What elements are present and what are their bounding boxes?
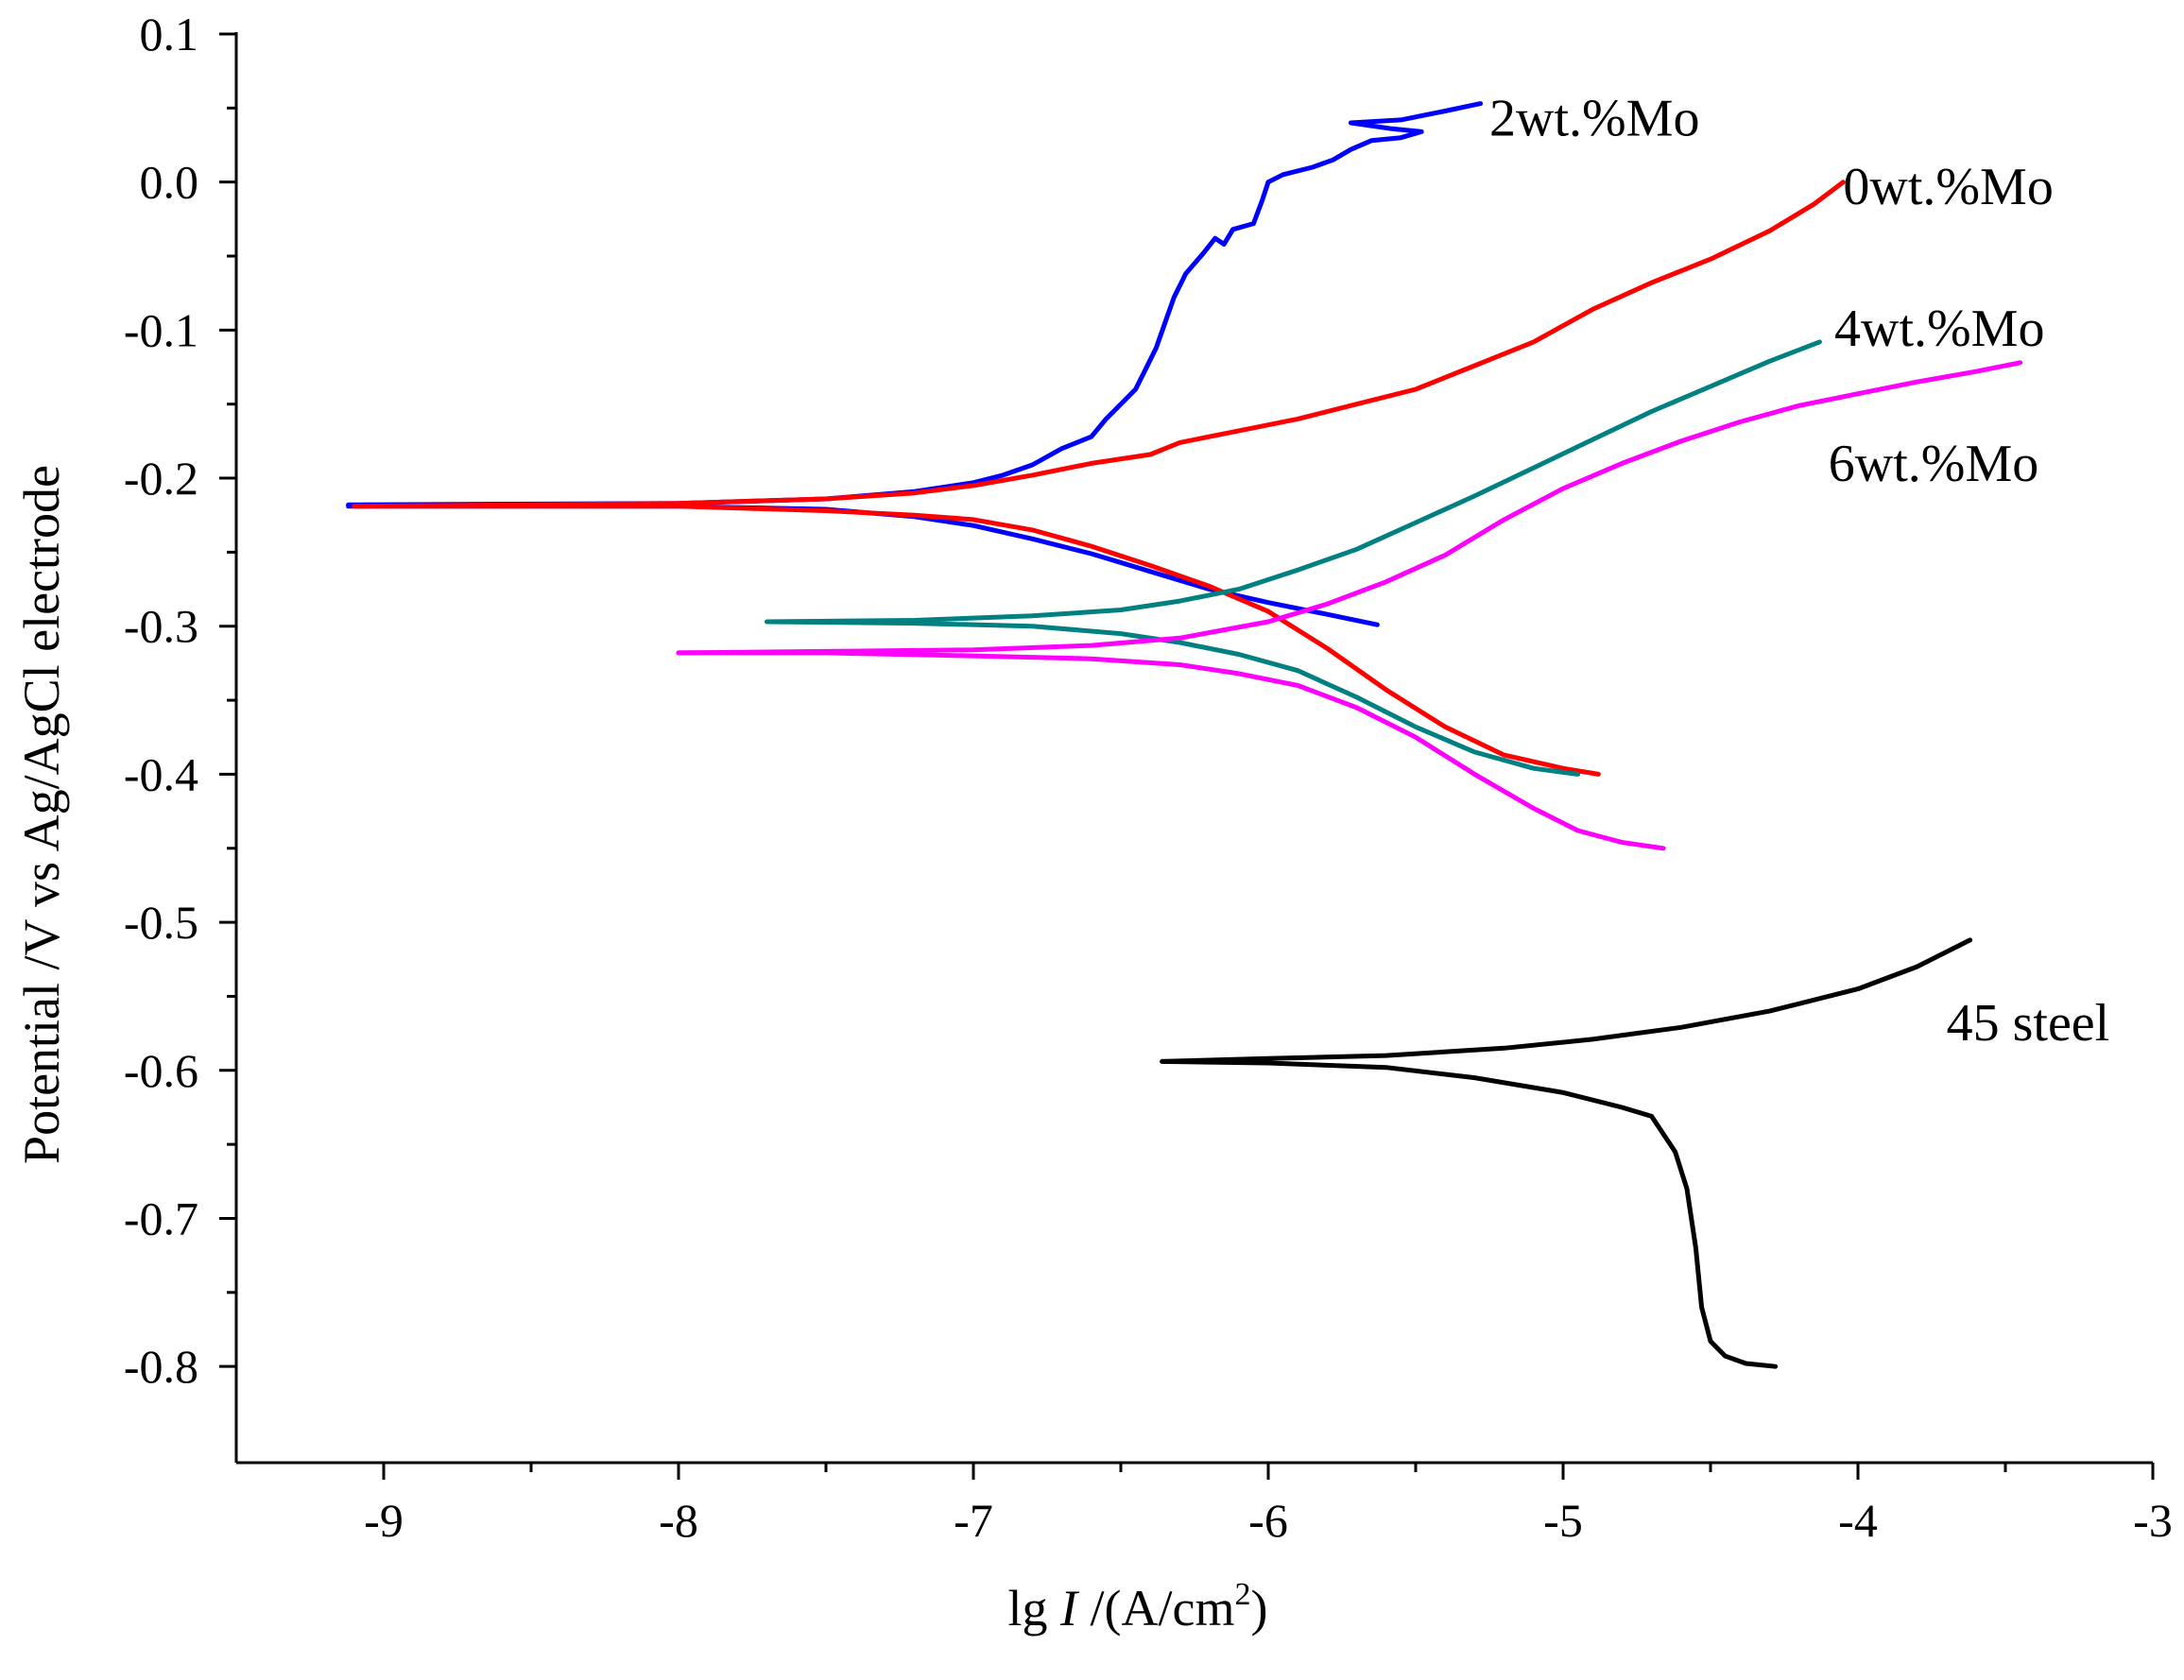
series-6wt-mo-anodic-line (676, 360, 2023, 656)
series-label-45-steel: 45 steel (1947, 994, 2110, 1053)
x-tick-label: -5 (1543, 1494, 1583, 1547)
series-2wt-mo-cathodic-line (346, 504, 1380, 627)
x-tick-label: -6 (1248, 1494, 1288, 1547)
series (346, 101, 2023, 1369)
series-0wt-mo-anodic-line (352, 180, 1846, 509)
y-tick-label: 0.0 (140, 156, 199, 209)
series-6wt-mo-cathodic-line (676, 650, 1666, 851)
series-0wt-mo-cathodic-line (352, 504, 1601, 777)
x-tick-label: -8 (659, 1494, 698, 1547)
series-2wt-mo-anodic-line (346, 101, 1484, 507)
series-45-steel-anodic-line (1160, 937, 1973, 1064)
series-label-6wt-mo: 6wt.%Mo (1829, 435, 2038, 493)
series-label-4wt-mo: 4wt.%Mo (1834, 300, 2044, 358)
series-label-0wt-mo: 0wt.%Mo (1843, 158, 2053, 216)
y-tick-label: -0.1 (124, 303, 198, 356)
series-4wt-mo-anodic-line (765, 339, 1822, 625)
series-labels: 2wt.%Mo 0wt.%Mo 4wt.%Mo 6wt.%Mo 45 steel (1489, 90, 2109, 1053)
y-axis-title: Potential /V vs Ag/AgCl electrode (13, 465, 70, 1164)
y-tick-label: -0.6 (124, 1044, 198, 1097)
x-tick-label: -4 (1838, 1494, 1878, 1547)
x-tick-label: -7 (954, 1494, 993, 1547)
x-axis-title: lg I /(A/cm2) (1008, 1577, 1268, 1637)
x-tick-label: -3 (2133, 1494, 2173, 1547)
y-tick-label: 0.1 (140, 8, 199, 60)
series-label-2wt-mo: 2wt.%Mo (1489, 90, 1699, 148)
series-4wt-mo-cathodic-line (765, 619, 1581, 777)
x-tick-label: -9 (364, 1494, 404, 1547)
y-tick-label: -0.4 (124, 747, 198, 800)
y-tick-label: -0.2 (124, 452, 198, 505)
y-tick-label: -0.3 (124, 600, 198, 653)
axes (234, 32, 2153, 1465)
series-45-steel-cathodic-line (1160, 1058, 1779, 1369)
x-ticks: -9 -8 -7 -6 -5 -4 -3 (364, 1463, 2173, 1547)
y-tick-label: -0.7 (124, 1191, 198, 1244)
y-tick-label: -0.8 (124, 1340, 198, 1393)
y-tick-label: -0.5 (124, 896, 198, 949)
y-ticks: 0.1 0.0 -0.1 -0.2 -0.3 -0.4 -0.5 -0.6 -0.7 -0.8 (124, 8, 236, 1393)
